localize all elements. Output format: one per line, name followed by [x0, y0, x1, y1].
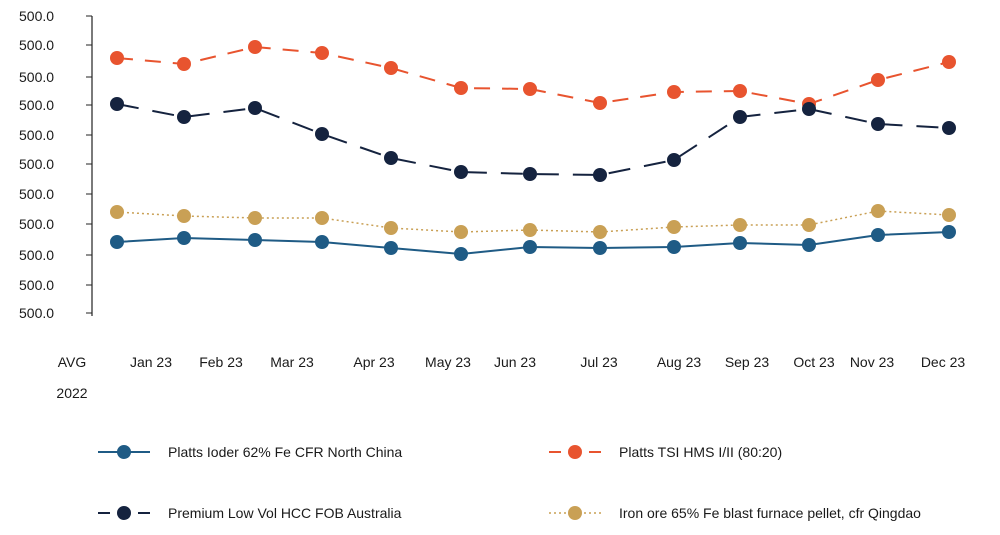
data-point: [384, 221, 398, 235]
x-tick-label: Jan 23: [130, 354, 172, 370]
y-tick-label: 500.0: [19, 305, 54, 321]
x-axis: AVG 2022 Jan 23 Feb 23 Mar 23 Apr 23 May 23 Jun…: [56, 354, 965, 401]
x-tick-label: Mar 23: [270, 354, 314, 370]
y-tick-label: 500.0: [19, 97, 54, 113]
data-point: [248, 233, 262, 247]
data-point: [871, 204, 885, 218]
data-point: [523, 82, 537, 96]
x-tick-label: AVG 2022: [56, 354, 87, 401]
data-point: [454, 225, 468, 239]
data-point: [667, 153, 681, 167]
y-tick-label: 500.0: [19, 127, 54, 143]
plot-area: [110, 40, 956, 261]
data-point: [593, 241, 607, 255]
data-point: [315, 211, 329, 225]
series-line: [116, 103, 950, 177]
y-axis: 500.0 500.0 500.0 500.0 500.0 500.0 500.0 500.0…: [19, 8, 93, 321]
data-point: [110, 51, 124, 65]
data-point: [454, 165, 468, 179]
legend-marker: [568, 445, 582, 459]
legend-label: Premium Low Vol HCC FOB Australia: [168, 505, 402, 521]
y-tick-label: 500.0: [19, 247, 54, 263]
series-2: [110, 97, 956, 182]
legend: Platts Ioder 62% Fe CFR North China Platt…: [98, 444, 921, 521]
legend-marker: [117, 506, 131, 520]
data-point: [802, 238, 816, 252]
legend-label: Iron ore 65% Fe blast furnace pellet, cf…: [619, 505, 921, 521]
legend-item: Iron ore 65% Fe blast furnace pellet, cf…: [549, 505, 921, 521]
data-point: [871, 117, 885, 131]
data-point: [733, 84, 747, 98]
data-point: [523, 167, 537, 181]
legend-marker: [117, 445, 131, 459]
x-tick-label: Sep 23: [725, 354, 770, 370]
data-point: [454, 81, 468, 95]
x-tick-label: Feb 23: [199, 354, 243, 370]
y-tick-label: 500.0: [19, 216, 54, 232]
data-point: [733, 218, 747, 232]
y-tick-label: 500.0: [19, 277, 54, 293]
data-point: [802, 102, 816, 116]
data-point: [315, 235, 329, 249]
series-line: [116, 45, 950, 106]
x-tick-label: Oct 23: [793, 354, 834, 370]
data-point: [248, 40, 262, 54]
data-point: [942, 208, 956, 222]
series-1: [110, 40, 956, 111]
data-point: [802, 218, 816, 232]
data-point: [593, 225, 607, 239]
x-tick-label: Jun 23: [494, 354, 536, 370]
data-point: [110, 205, 124, 219]
data-point: [942, 225, 956, 239]
data-point: [315, 127, 329, 141]
data-point: [248, 101, 262, 115]
legend-marker: [568, 506, 582, 520]
legend-item: Platts TSI HMS I/II (80:20): [549, 444, 782, 460]
y-tick-label: 500.0: [19, 69, 54, 85]
data-point: [384, 241, 398, 255]
data-point: [110, 97, 124, 111]
data-point: [667, 240, 681, 254]
data-point: [177, 209, 191, 223]
data-point: [110, 235, 124, 249]
series-0: [110, 225, 956, 261]
data-point: [315, 46, 329, 60]
data-point: [177, 231, 191, 245]
data-point: [523, 223, 537, 237]
data-point: [942, 55, 956, 69]
data-point: [384, 61, 398, 75]
data-point: [667, 220, 681, 234]
y-tick-label: 500.0: [19, 8, 54, 24]
legend-item: Platts Ioder 62% Fe CFR North China: [98, 444, 402, 460]
data-point: [454, 247, 468, 261]
data-point: [871, 228, 885, 242]
data-point: [667, 85, 681, 99]
x-tick-label: Aug 23: [657, 354, 702, 370]
x-tick-label: Jul 23: [580, 354, 618, 370]
x-tick-label: Nov 23: [850, 354, 895, 370]
data-point: [871, 73, 885, 87]
y-tick-label: 500.0: [19, 156, 54, 172]
data-point: [248, 211, 262, 225]
series-3: [110, 204, 956, 239]
data-point: [593, 96, 607, 110]
y-tick-label: 500.0: [19, 186, 54, 202]
legend-label: Platts TSI HMS I/II (80:20): [619, 444, 782, 460]
x-tick-label: Apr 23: [353, 354, 394, 370]
data-point: [593, 168, 607, 182]
y-tick-label: 500.0: [19, 37, 54, 53]
legend-label: Platts Ioder 62% Fe CFR North China: [168, 444, 402, 460]
data-point: [177, 110, 191, 124]
x-tick-label: Dec 23: [921, 354, 966, 370]
data-point: [942, 121, 956, 135]
data-point: [384, 151, 398, 165]
data-point: [733, 236, 747, 250]
x-tick-label: May 23: [425, 354, 471, 370]
data-point: [523, 240, 537, 254]
data-point: [177, 57, 191, 71]
data-point: [733, 110, 747, 124]
legend-item: Premium Low Vol HCC FOB Australia: [98, 505, 402, 521]
